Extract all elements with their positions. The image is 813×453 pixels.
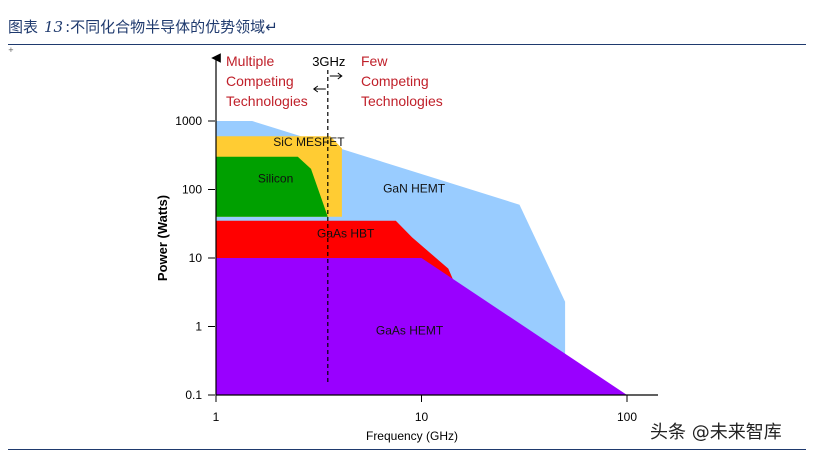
paragraph-mark: ↵ xyxy=(265,18,278,36)
y-tick-label: 100 xyxy=(182,183,202,197)
annotation-right-line-3: Technologies xyxy=(361,93,443,109)
y-axis-title: Power (Watts) xyxy=(155,195,170,281)
region-label-gaas-hbt: GaAs HBT xyxy=(317,227,375,241)
region-label-sic-mesfet: SiC MESFET xyxy=(273,135,345,149)
watermark: 头条 @未来智库 xyxy=(650,422,782,443)
figure-title-separator: : xyxy=(65,18,71,36)
x-tick-label: 10 xyxy=(415,410,429,424)
y-tick-label: 10 xyxy=(189,251,203,265)
x-tick-label: 100 xyxy=(617,410,637,424)
region-label-gan-hemt: GaN HEMT xyxy=(383,182,446,196)
region-label-silicon: Silicon xyxy=(258,172,293,186)
right-arrow-icon xyxy=(329,72,343,80)
y-tick-label: 1000 xyxy=(175,114,202,128)
x-tick-label: 1 xyxy=(213,410,220,424)
y-tick-label: 0.1 xyxy=(185,388,202,402)
divider-3ghz-label: 3GHz xyxy=(312,54,345,69)
y-tick-label: 1 xyxy=(195,320,202,334)
annotation-left-line-1: Multiple xyxy=(226,53,274,69)
figure-title-prefix: 图表 xyxy=(8,18,39,36)
annotation-left-line-2: Competing xyxy=(226,73,294,89)
figure-number: 13 xyxy=(44,18,64,36)
left-arrow-icon xyxy=(312,85,326,93)
annotation-right-line-2: Competing xyxy=(361,73,429,89)
header-rule xyxy=(8,44,806,45)
figure-title: 图表 13:不同化合物半导体的优势领域↵ xyxy=(8,16,278,37)
region-gaas-hemt xyxy=(216,258,627,395)
region-silicon xyxy=(216,156,328,217)
figure-title-text: 不同化合物半导体的优势领域 xyxy=(70,18,266,36)
footer-rule xyxy=(8,449,806,450)
x-axis-title: Frequency (GHz) xyxy=(366,429,458,443)
annotation-left-line-3: Technologies xyxy=(226,93,308,109)
corner-mark: + xyxy=(8,46,14,54)
region-label-gaas-hemt: GaAs HEMT xyxy=(376,323,444,337)
annotation-right-line-1: Few xyxy=(361,53,388,69)
